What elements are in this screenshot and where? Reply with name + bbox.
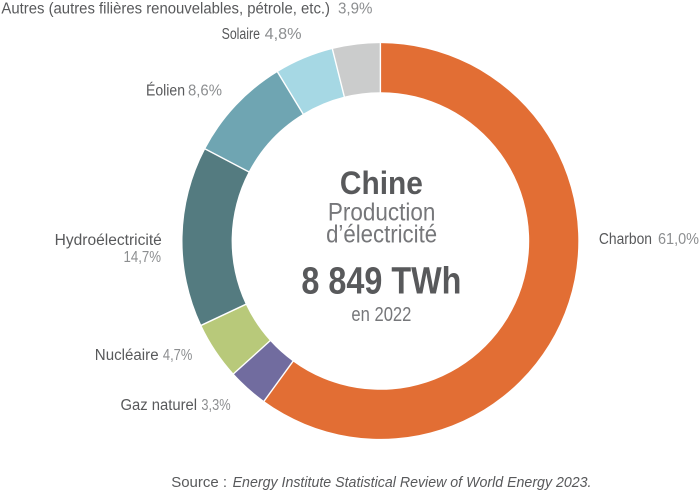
svg-text:3,9%: 3,9%: [338, 0, 373, 17]
svg-text:4,8%: 4,8%: [265, 26, 302, 43]
svg-text:Hydroélectricité: Hydroélectricité: [55, 232, 162, 249]
svg-text:d’électricité: d’électricité: [326, 221, 437, 249]
svg-text:Charbon: Charbon: [599, 231, 652, 248]
svg-text:Source :: Source :: [171, 474, 227, 491]
svg-text:Autres (autres filières renouv: Autres (autres filières renouvelables, p…: [1, 0, 330, 17]
svg-text:Chine: Chine: [340, 165, 423, 201]
svg-text:8,6%: 8,6%: [188, 83, 222, 100]
svg-text:Solaire: Solaire: [222, 26, 260, 43]
svg-text:61,0%: 61,0%: [658, 231, 699, 248]
svg-text:8 849 TWh: 8 849 TWh: [301, 261, 461, 303]
svg-text:Éolien: Éolien: [146, 83, 185, 100]
svg-text:en 2022: en 2022: [351, 304, 411, 326]
svg-text:3,3%: 3,3%: [201, 397, 230, 414]
svg-text:4,7%: 4,7%: [163, 347, 193, 364]
svg-text:Energy Institute Statistical R: Energy Institute Statistical Review of W…: [233, 474, 592, 491]
svg-text:Nucléaire: Nucléaire: [95, 347, 159, 364]
svg-text:Gaz naturel: Gaz naturel: [121, 397, 198, 414]
svg-text:Production: Production: [328, 199, 436, 227]
svg-text:14,7%: 14,7%: [124, 249, 162, 266]
